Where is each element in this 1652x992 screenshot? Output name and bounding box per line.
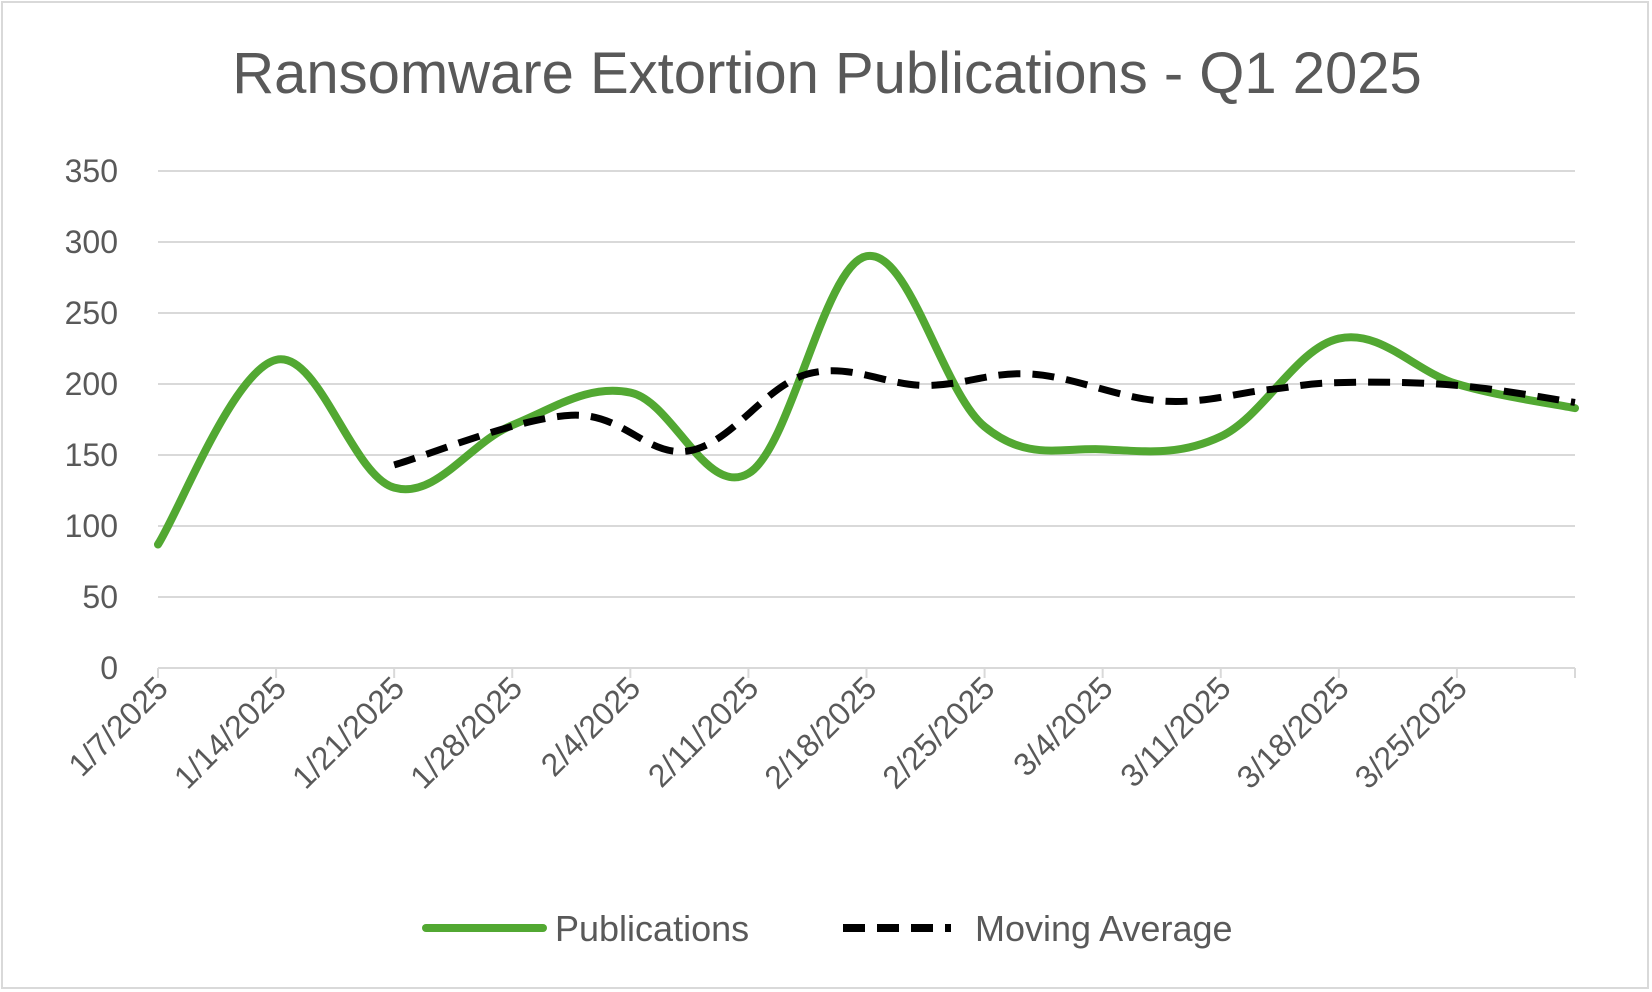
y-tick-label: 150 <box>65 437 118 473</box>
series-lines <box>154 252 1579 549</box>
x-tick-label: 1/28/2025 <box>403 669 529 795</box>
y-tick-label: 0 <box>100 650 118 686</box>
x-tick-label: 1/14/2025 <box>167 669 293 795</box>
y-tick-label: 100 <box>65 508 118 544</box>
y-tick-label: 200 <box>65 366 118 402</box>
x-tick-label: 3/4/2025 <box>1006 669 1120 783</box>
y-tick-label: 350 <box>65 153 118 189</box>
gridlines <box>158 170 1575 598</box>
y-tick-label: 250 <box>65 295 118 331</box>
x-tick-label: 2/25/2025 <box>875 669 1001 795</box>
line-chart: Ransomware Extortion Publications - Q1 2… <box>61 41 1579 949</box>
x-tick-label: 3/18/2025 <box>1230 669 1356 795</box>
x-tick-label: 1/21/2025 <box>285 669 411 795</box>
x-tick-label: 2/4/2025 <box>534 669 648 783</box>
chart-title: Ransomware Extortion Publications - Q1 2… <box>232 41 1422 106</box>
series-line-publications <box>154 252 1579 549</box>
x-tick-label: 1/7/2025 <box>61 669 175 783</box>
series-line-moving-average <box>393 367 1576 469</box>
x-tick-label: 3/25/2025 <box>1348 669 1474 795</box>
y-axis: 0 50 100 150 200 250 300 350 <box>65 153 118 686</box>
y-tick-label: 300 <box>65 224 118 260</box>
x-tick-label: 2/11/2025 <box>641 669 765 793</box>
legend-label-publications: Publications <box>555 908 749 949</box>
legend-label-moving-average: Moving Average <box>975 908 1233 949</box>
y-tick-label: 50 <box>82 579 118 615</box>
x-tick-label: 3/11/2025 <box>1113 669 1237 793</box>
legend: Publications Moving Average <box>422 908 1233 949</box>
x-tick-label: 2/18/2025 <box>757 669 883 795</box>
